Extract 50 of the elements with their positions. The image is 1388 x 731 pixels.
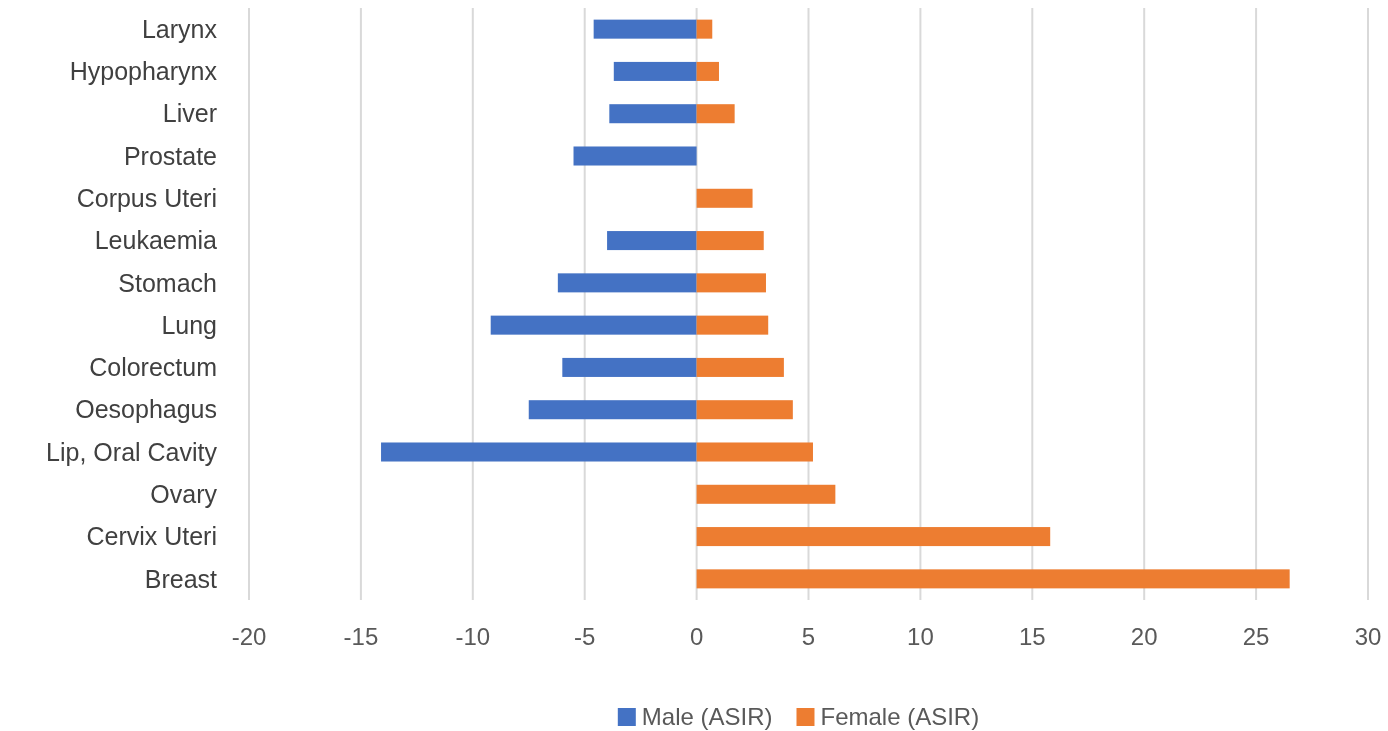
- bar: [696, 61, 719, 81]
- y-tick-label: Liver: [162, 99, 217, 128]
- bar: [562, 357, 697, 377]
- bar: [609, 104, 697, 124]
- y-tick-label: Breast: [144, 564, 218, 593]
- bar: [696, 357, 784, 377]
- x-tick-label: -5: [574, 623, 596, 650]
- y-tick-label: Prostate: [123, 141, 217, 170]
- y-tick-label: Cervix Uteri: [86, 522, 217, 551]
- bar: [696, 484, 836, 504]
- bar: [607, 231, 697, 251]
- bar: [696, 527, 1051, 547]
- bar: [696, 231, 764, 251]
- bar: [696, 19, 713, 39]
- x-tick-label: 30: [1354, 623, 1382, 650]
- bar: [696, 315, 769, 335]
- bar: [696, 442, 813, 462]
- y-tick-label: Stomach: [118, 268, 217, 297]
- bar: [573, 146, 697, 166]
- y-tick-label: Leukaemia: [94, 226, 218, 255]
- legend-label: Male (ASIR): [641, 703, 773, 731]
- legend-label: Female (ASIR): [820, 703, 980, 731]
- bar: [696, 104, 735, 124]
- x-tick-label: 25: [1242, 623, 1270, 650]
- y-tick-label: Larynx: [141, 14, 218, 43]
- bar: [613, 61, 697, 81]
- bar: [696, 400, 793, 420]
- bar: [557, 273, 697, 293]
- x-tick-label: -20: [231, 623, 267, 650]
- y-tick-label: Hypopharynx: [69, 57, 218, 86]
- y-tick-label: Ovary: [150, 480, 218, 509]
- bar: [381, 442, 697, 462]
- x-tick-label: -10: [455, 623, 491, 650]
- x-tick-label: -15: [343, 623, 379, 650]
- bar: [528, 400, 697, 420]
- bar: [696, 569, 1290, 589]
- y-tick-label: Lung: [161, 310, 217, 339]
- bar: [696, 188, 753, 208]
- bar: [696, 273, 766, 293]
- bar: [593, 19, 697, 39]
- x-tick-label: 20: [1130, 623, 1158, 650]
- x-tick-label: 0: [689, 623, 704, 650]
- y-tick-label: Corpus Uteri: [76, 184, 217, 213]
- x-tick-label: 15: [1018, 623, 1046, 650]
- x-tick-label: 10: [907, 623, 934, 650]
- y-tick-label: Colorectum: [89, 353, 217, 382]
- x-tick-label: 5: [801, 623, 816, 650]
- y-tick-label: Lip, Oral Cavity: [46, 437, 218, 466]
- bar: [490, 315, 697, 335]
- y-tick-label: Oesophagus: [75, 395, 217, 424]
